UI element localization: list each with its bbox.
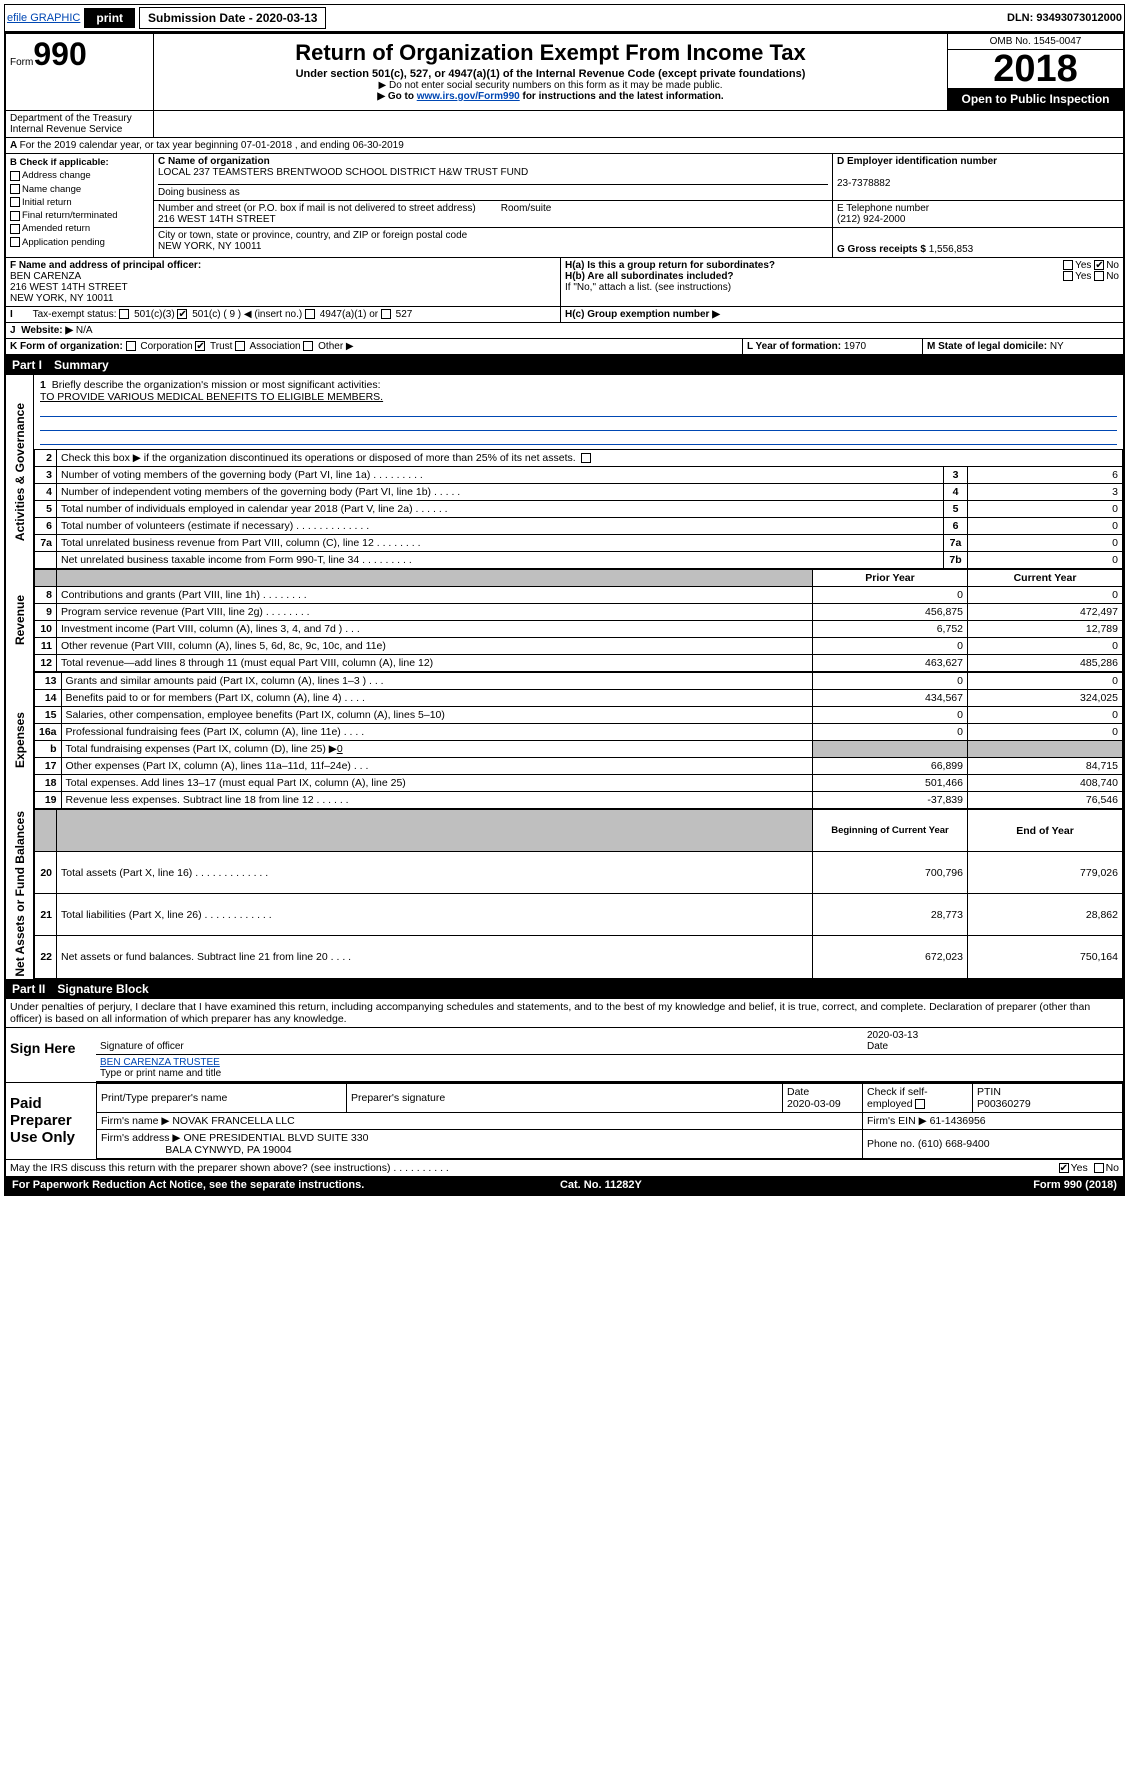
v6: 0 bbox=[968, 518, 1123, 535]
dept: Department of the Treasury Internal Reve… bbox=[6, 111, 154, 138]
hb: H(b) Are all subordinates included? bbox=[565, 271, 734, 282]
print-button[interactable]: print bbox=[84, 8, 135, 28]
part2-header: Part IISignature Block bbox=[6, 979, 1123, 999]
part1-header: Part ISummary bbox=[6, 355, 1123, 375]
v3: 6 bbox=[968, 467, 1123, 484]
dba-lbl: Doing business as bbox=[158, 187, 240, 198]
f-lbl: F Name and address of principal officer: bbox=[10, 260, 201, 271]
efile-link[interactable]: efile GRAPHIC bbox=[7, 12, 80, 24]
firm-name: NOVAK FRANCELLA LLC bbox=[172, 1115, 294, 1127]
domicile: NY bbox=[1050, 341, 1064, 352]
perjury-text: Under penalties of perjury, I declare th… bbox=[6, 999, 1123, 1027]
year-cell: OMB No. 1545-0047 2018 Open to Public In… bbox=[948, 34, 1123, 111]
gross-receipts: 1,556,853 bbox=[929, 244, 974, 255]
d-lbl: D Employer identification number bbox=[837, 156, 997, 167]
form-note1: ▶ Do not enter social security numbers o… bbox=[158, 80, 943, 91]
form-main: Form990 Return of Organization Exempt Fr… bbox=[4, 32, 1125, 1196]
c-name-lbl: C Name of organization bbox=[158, 156, 270, 167]
g-lbl: G Gross receipts $ bbox=[837, 244, 926, 255]
section-label-exp: Expenses bbox=[6, 672, 34, 809]
form-number: 990 bbox=[33, 36, 86, 72]
mission: TO PROVIDE VARIOUS MEDICAL BENEFITS TO E… bbox=[40, 391, 383, 403]
v5: 0 bbox=[968, 501, 1123, 518]
section-label-rev: Revenue bbox=[6, 569, 34, 672]
org-name: LOCAL 237 TEAMSTERS BRENTWOOD SCHOOL DIS… bbox=[158, 167, 528, 178]
ha: H(a) Is this a group return for subordin… bbox=[565, 260, 775, 271]
v4: 3 bbox=[968, 484, 1123, 501]
l1-lbl: Briefly describe the organization's miss… bbox=[52, 379, 381, 391]
i-lbl: Tax-exempt status: bbox=[33, 309, 117, 320]
officer-name: BEN CARENZA bbox=[10, 271, 81, 282]
officer-addr2: NEW YORK, NY 10011 bbox=[10, 293, 113, 304]
sign-here-label: Sign Here bbox=[6, 1028, 96, 1082]
website: N/A bbox=[76, 325, 93, 336]
v7b: 0 bbox=[968, 552, 1123, 569]
section-label-na: Net Assets or Fund Balances bbox=[6, 809, 34, 979]
tax-year: 2018 bbox=[948, 50, 1123, 88]
phone: (212) 924-2000 bbox=[837, 214, 905, 225]
hc: H(c) Group exemption number ▶ bbox=[565, 309, 720, 320]
discuss-q: May the IRS discuss this return with the… bbox=[10, 1162, 449, 1174]
form990-link[interactable]: www.irs.gov/Form990 bbox=[417, 91, 520, 102]
hb-note: If "No," attach a list. (see instruction… bbox=[565, 282, 731, 293]
dln: DLN: 93493073012000 bbox=[1007, 12, 1122, 24]
form-word: Form bbox=[10, 57, 33, 68]
form-subtitle: Under section 501(c), 527, or 4947(a)(1)… bbox=[158, 68, 943, 80]
footer-bar: For Paperwork Reduction Act Notice, see … bbox=[6, 1176, 1123, 1194]
b-hdr: B Check if applicable: bbox=[10, 157, 109, 168]
addr-lbl: Number and street (or P.O. box if mail i… bbox=[158, 203, 476, 214]
title-cell: Return of Organization Exempt From Incom… bbox=[154, 34, 948, 111]
year-formation: 1970 bbox=[844, 341, 866, 352]
form-title: Return of Organization Exempt From Incom… bbox=[158, 40, 943, 66]
topbar: efile GRAPHIC print Submission Date - 20… bbox=[4, 4, 1125, 32]
section-b-checks: B Check if applicable: Address change Na… bbox=[6, 154, 154, 258]
j-lbl: Website: ▶ bbox=[21, 325, 73, 336]
note2-pre: ▶ Go to bbox=[377, 91, 416, 102]
street: 216 WEST 14TH STREET bbox=[158, 214, 276, 225]
section-label-ag: Activities & Governance bbox=[6, 375, 34, 569]
submission-date: Submission Date - 2020-03-13 bbox=[139, 7, 326, 29]
officer-addr1: 216 WEST 14TH STREET bbox=[10, 282, 128, 293]
form-number-cell: Form990 bbox=[6, 34, 154, 111]
line-a: A For the 2019 calendar year, or tax yea… bbox=[6, 138, 1123, 154]
note2-post: for instructions and the latest informat… bbox=[520, 91, 724, 102]
open-inspection: Open to Public Inspection bbox=[948, 88, 1123, 110]
e-lbl: E Telephone number bbox=[837, 203, 929, 214]
firm-phone: (610) 668-9400 bbox=[918, 1138, 990, 1150]
v7a: 0 bbox=[968, 535, 1123, 552]
paid-preparer-label: Paid Preparer Use Only bbox=[6, 1083, 96, 1159]
firm-ein: 61-1436956 bbox=[930, 1115, 986, 1127]
ein: 23-7378882 bbox=[837, 178, 890, 189]
city: NEW YORK, NY 10011 bbox=[158, 241, 261, 252]
city-lbl: City or town, state or province, country… bbox=[158, 230, 467, 241]
k-lbl: K Form of organization: bbox=[10, 341, 123, 352]
officer-sig-name[interactable]: BEN CARENZA TRUSTEE bbox=[100, 1057, 220, 1068]
